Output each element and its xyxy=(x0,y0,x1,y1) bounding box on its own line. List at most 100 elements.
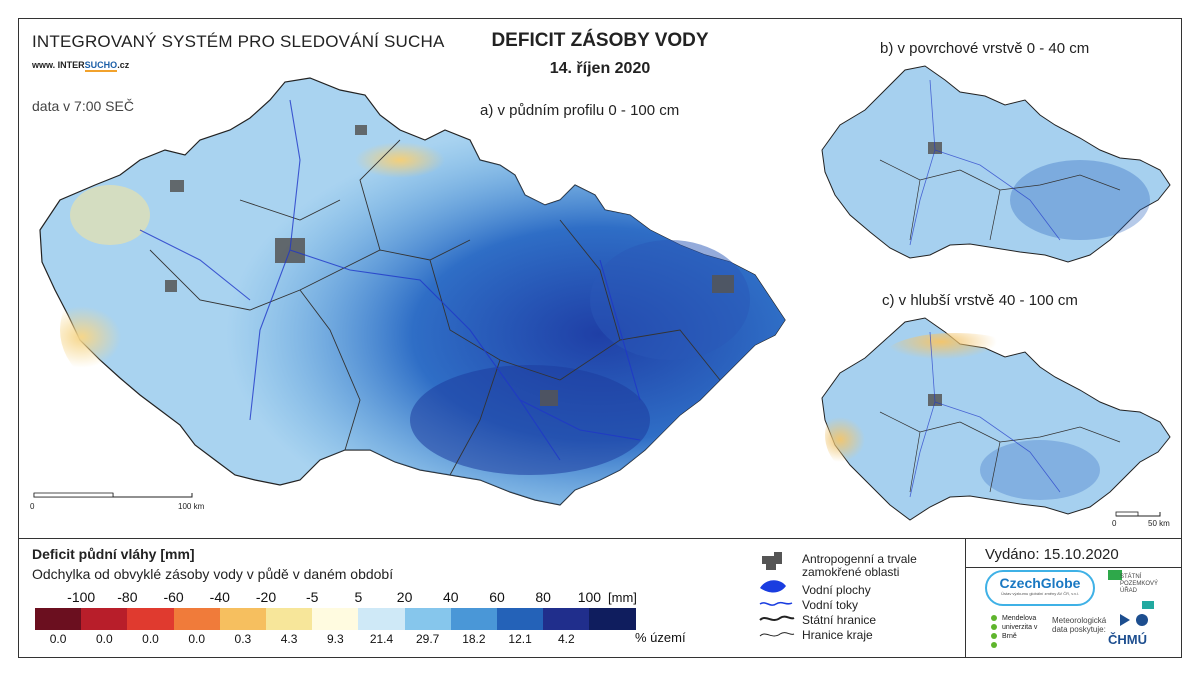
legend-threshold: 100 xyxy=(577,589,602,605)
legend-percentage: 4.3 xyxy=(280,632,298,646)
legend-percentage: 29.7 xyxy=(416,632,440,646)
chmu-logo-mark xyxy=(1120,614,1148,626)
legend-swatch xyxy=(543,608,590,630)
water-body-icon xyxy=(760,580,786,593)
legend-percentage: 0.0 xyxy=(95,632,113,646)
url-suffix: .cz xyxy=(117,60,130,70)
legend-percentage: 0.0 xyxy=(142,632,159,646)
issued-divider xyxy=(965,567,1182,568)
map-a-dry-north xyxy=(355,142,445,178)
map-c-wet-south xyxy=(980,440,1100,500)
legend-swatch xyxy=(219,608,267,630)
legend-divider xyxy=(965,538,966,658)
map-a-rivers xyxy=(139,99,641,461)
map-c-scale-bar xyxy=(1115,511,1161,517)
map-b-rivers xyxy=(909,79,1061,246)
url-highlight: SUCHO xyxy=(84,60,118,72)
map-c-dry-north xyxy=(885,333,1025,377)
percent-label: % území xyxy=(635,630,686,645)
legend-swatch xyxy=(35,608,82,630)
maps-canvas xyxy=(33,65,1171,521)
stream-icon xyxy=(759,601,793,606)
legend-subtitle: Odchylka od obvyklé zásoby vody v půdě v… xyxy=(32,566,394,582)
map-a-plzen xyxy=(165,280,177,292)
legend-title: Deficit půdní vláhy [mm] xyxy=(32,546,195,562)
legend-percentage: 0.0 xyxy=(49,632,67,646)
state-border-icon xyxy=(759,615,795,621)
legend-threshold: -20 xyxy=(255,589,277,605)
map-a-scale-bar xyxy=(33,492,193,498)
small-scale-start: 0 xyxy=(1112,519,1117,528)
czechglobe-name: CzechGlobe xyxy=(999,575,1081,591)
legend-threshold: -80 xyxy=(117,589,138,605)
legend-swatch xyxy=(266,608,313,630)
legend-swatch xyxy=(127,608,175,630)
small-scale-end: 50 km xyxy=(1148,519,1170,528)
map-c-rivers xyxy=(909,331,1061,498)
legend-percentage: 9.3 xyxy=(326,632,344,646)
legend-swatch xyxy=(497,608,544,630)
region-border-icon xyxy=(759,632,795,637)
main-scale-end: 100 km xyxy=(178,502,205,511)
legend-threshold: 5 xyxy=(354,589,363,605)
symbols-icons xyxy=(759,552,795,637)
map-a-label: a) v půdním profilu 0 - 100 cm xyxy=(480,102,680,119)
map-a-dry-northwest xyxy=(70,185,150,245)
map-b-label: b) v povrchové vrstvě 0 - 40 cm xyxy=(880,40,1090,57)
legend-threshold: 60 xyxy=(489,589,505,605)
symbol-urban-label: Antropogenní a trvale zamokřené oblasti xyxy=(802,552,917,579)
data-time: data v 7:00 SEČ xyxy=(32,98,134,114)
mendelu-name: Mendelova univerzita v Brně xyxy=(1002,615,1038,640)
spu-name: STÁTNÍ POZEMKOVÝ ÚŘAD xyxy=(1120,574,1159,594)
urban-icon xyxy=(762,552,782,570)
main-title: DEFICIT ZÁSOBY VODY xyxy=(491,30,709,51)
legend-percentage: 0.0 xyxy=(188,632,206,646)
legend-threshold: -5 xyxy=(305,589,319,605)
map-a-wet-south xyxy=(410,365,650,475)
issued-date: Vydáno: 15.10.2020 xyxy=(985,546,1119,563)
meteo-provider-label: Meteorologická data poskytuje: xyxy=(1052,616,1107,634)
website-url[interactable]: www. INTERSUCHO.cz xyxy=(32,60,130,72)
legend-swatch xyxy=(404,608,452,630)
legend-swatch xyxy=(312,608,359,630)
czechglobe-subtitle: Ústav výzkumu globální změny AV ČR, v.v.… xyxy=(1001,591,1079,596)
legend-unit: [mm] xyxy=(608,590,637,605)
map-c-dry-west xyxy=(825,390,925,480)
map-a-north-urban xyxy=(170,180,184,192)
legend-threshold: -60 xyxy=(163,589,184,605)
map-a-region-borders xyxy=(149,139,721,476)
map-a-ostrava xyxy=(712,275,734,293)
legend-swatch xyxy=(358,608,406,630)
map-a-liberec xyxy=(355,125,367,135)
legend-threshold: -100 xyxy=(67,589,96,605)
legend-percentage: 0.3 xyxy=(234,632,252,646)
symbol-state-border-label: Státní hranice xyxy=(802,613,877,627)
map-a-brno xyxy=(540,390,558,406)
mendelu-logo-mark xyxy=(991,615,997,648)
spu-logo-accent xyxy=(1142,601,1154,609)
chmu-name: ČHMÚ xyxy=(1108,632,1147,647)
legend-panel xyxy=(18,538,1182,658)
legend-swatch xyxy=(173,608,221,630)
map-b-wet-east xyxy=(1010,160,1150,240)
system-title: INTEGROVANÝ SYSTÉM PRO SLEDOVÁNÍ SUCHA xyxy=(32,32,445,51)
legend-threshold: 20 xyxy=(396,589,413,605)
main-scale-start: 0 xyxy=(30,502,35,511)
legend-threshold: 40 xyxy=(443,589,459,605)
map-c xyxy=(821,317,1171,521)
legend-percentage: 21.4 xyxy=(369,632,394,646)
map-a xyxy=(39,77,786,506)
czechglobe-logo[interactable]: CzechGlobe Ústav výzkumu globální změny … xyxy=(985,570,1095,606)
map-c-borders xyxy=(879,411,1121,493)
legend-threshold: 80 xyxy=(535,589,551,605)
symbol-water-label: Vodní plochy xyxy=(802,583,871,597)
map-date: 14. říjen 2020 xyxy=(549,60,651,77)
map-b xyxy=(821,65,1171,263)
map-a-dry-west xyxy=(60,260,240,400)
legend-swatch xyxy=(589,608,637,630)
legend-percentage: 4.2 xyxy=(557,632,575,646)
map-b-borders xyxy=(879,159,1121,241)
legend-threshold: -40 xyxy=(209,589,230,605)
symbol-streams-label: Vodní toky xyxy=(802,598,859,612)
map-c-label: c) v hlubší vrstvě 40 - 100 cm xyxy=(882,292,1078,309)
